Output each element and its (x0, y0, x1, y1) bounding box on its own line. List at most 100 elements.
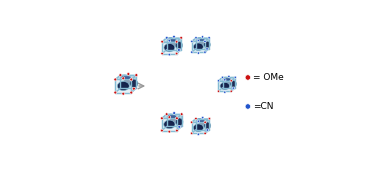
Ellipse shape (170, 117, 179, 124)
Circle shape (181, 37, 182, 38)
Ellipse shape (167, 37, 177, 42)
Polygon shape (167, 38, 181, 50)
Ellipse shape (196, 118, 205, 122)
Ellipse shape (225, 80, 233, 85)
Polygon shape (162, 42, 177, 53)
Circle shape (204, 121, 206, 123)
Ellipse shape (220, 82, 229, 90)
Circle shape (204, 51, 206, 53)
Circle shape (231, 91, 232, 92)
Polygon shape (115, 79, 131, 93)
Circle shape (222, 87, 223, 88)
Ellipse shape (121, 75, 131, 80)
Polygon shape (192, 119, 209, 122)
Circle shape (222, 76, 224, 78)
Ellipse shape (164, 120, 175, 129)
Circle shape (166, 126, 167, 127)
Polygon shape (177, 38, 181, 53)
Circle shape (209, 129, 210, 130)
Ellipse shape (198, 40, 206, 46)
Ellipse shape (117, 81, 129, 91)
Circle shape (217, 80, 220, 82)
Circle shape (119, 74, 122, 77)
Circle shape (224, 79, 226, 81)
Circle shape (161, 118, 162, 119)
Circle shape (178, 126, 181, 128)
Circle shape (201, 36, 204, 38)
Circle shape (132, 87, 135, 90)
Circle shape (195, 48, 197, 49)
Circle shape (162, 41, 163, 42)
Polygon shape (177, 114, 182, 131)
Circle shape (222, 77, 223, 78)
Circle shape (181, 126, 182, 127)
Polygon shape (205, 38, 209, 52)
Polygon shape (162, 114, 182, 118)
Circle shape (136, 88, 137, 89)
Polygon shape (162, 38, 181, 42)
Circle shape (208, 117, 211, 120)
Ellipse shape (193, 124, 203, 132)
Circle shape (206, 129, 209, 131)
Ellipse shape (204, 41, 210, 48)
Circle shape (205, 122, 206, 123)
Polygon shape (231, 77, 235, 91)
Circle shape (114, 91, 117, 94)
Polygon shape (218, 77, 235, 81)
Circle shape (114, 78, 117, 81)
Circle shape (208, 37, 210, 39)
Circle shape (204, 52, 205, 53)
Circle shape (234, 76, 236, 78)
Ellipse shape (164, 44, 175, 52)
Circle shape (162, 53, 163, 54)
Circle shape (209, 118, 210, 119)
Circle shape (161, 40, 163, 43)
Ellipse shape (170, 40, 178, 47)
Circle shape (181, 49, 182, 50)
Ellipse shape (223, 77, 231, 81)
Circle shape (176, 53, 177, 54)
Polygon shape (115, 75, 136, 79)
Circle shape (161, 130, 162, 131)
Ellipse shape (124, 78, 133, 85)
Circle shape (120, 88, 121, 89)
Circle shape (168, 53, 171, 56)
Circle shape (173, 112, 175, 114)
Circle shape (166, 37, 167, 38)
Circle shape (231, 80, 232, 81)
Circle shape (180, 36, 183, 39)
Circle shape (191, 40, 193, 43)
Circle shape (175, 117, 178, 120)
Ellipse shape (198, 121, 207, 127)
Circle shape (197, 133, 200, 136)
Circle shape (197, 120, 200, 122)
Circle shape (130, 91, 133, 94)
Circle shape (206, 48, 208, 50)
Ellipse shape (167, 114, 177, 119)
Circle shape (197, 52, 200, 54)
Circle shape (136, 75, 137, 76)
Ellipse shape (196, 38, 205, 42)
Ellipse shape (175, 41, 183, 49)
Circle shape (166, 114, 167, 115)
Circle shape (181, 114, 182, 115)
Circle shape (191, 52, 192, 53)
Polygon shape (167, 114, 182, 126)
Circle shape (115, 79, 116, 80)
Circle shape (197, 39, 200, 42)
Circle shape (173, 35, 175, 38)
Circle shape (195, 117, 197, 120)
Circle shape (168, 39, 171, 42)
Circle shape (191, 133, 192, 134)
Ellipse shape (130, 79, 138, 88)
Circle shape (217, 90, 220, 92)
Polygon shape (218, 81, 231, 91)
Circle shape (130, 78, 133, 81)
Circle shape (204, 41, 205, 42)
Circle shape (180, 113, 183, 116)
Polygon shape (192, 38, 209, 41)
Ellipse shape (194, 43, 203, 51)
Circle shape (245, 75, 251, 80)
Circle shape (191, 41, 192, 42)
Circle shape (166, 36, 168, 39)
